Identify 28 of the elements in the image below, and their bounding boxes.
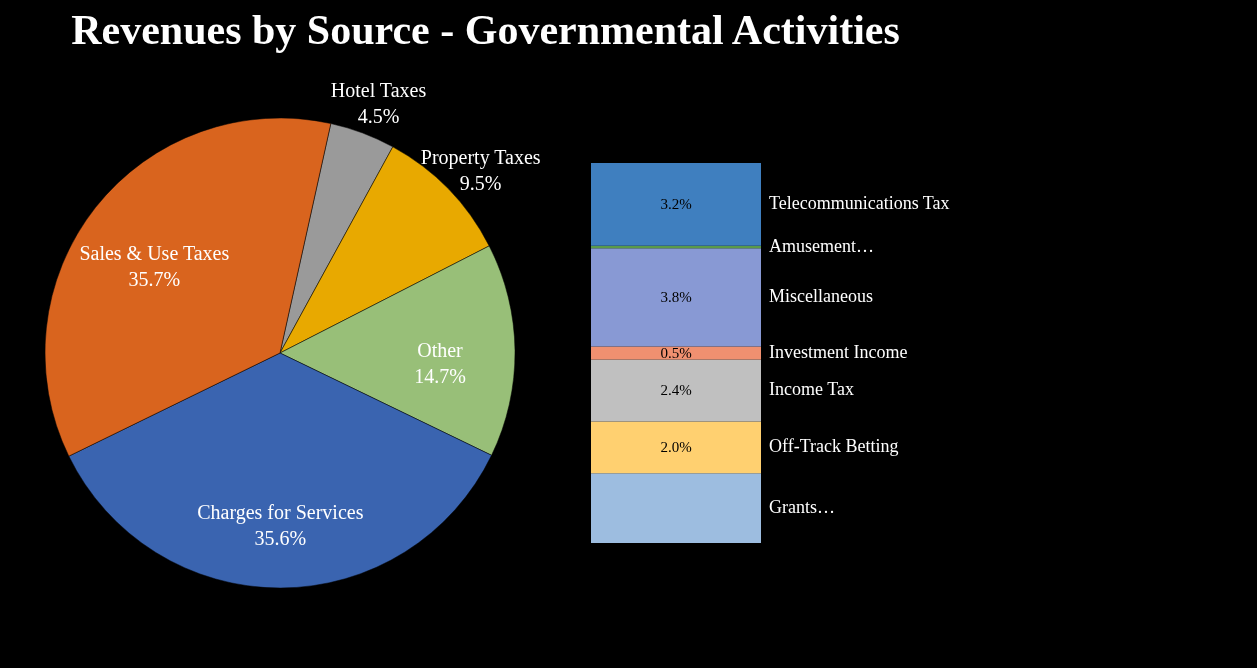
- data-label: 2.0%: [660, 439, 692, 456]
- slice-label: Sales & Use Taxes: [79, 241, 230, 264]
- series-label: Income Tax: [769, 379, 854, 400]
- series-label: Amusement…: [769, 236, 874, 257]
- bar: [591, 163, 761, 246]
- data-label: 35.6%: [254, 527, 307, 549]
- bar: [591, 248, 761, 347]
- data-label: 9.5%: [459, 171, 502, 194]
- data-label: 0.5%: [660, 345, 692, 361]
- bar: [591, 359, 761, 422]
- slice-label: Hotel Taxes: [330, 78, 427, 101]
- series-label: Telecommunications Tax: [769, 193, 950, 214]
- data-label: 3.8%: [660, 289, 692, 306]
- bar: [591, 421, 761, 474]
- series-label: Investment Income: [769, 342, 908, 362]
- slice-label: Charges for Services: [197, 501, 364, 524]
- data-label: 35.7%: [128, 267, 181, 290]
- series-label: Grants…: [769, 497, 835, 518]
- series-label: Miscellaneous: [769, 286, 873, 307]
- series-label: Off-Track Betting: [769, 436, 899, 457]
- data-label: 2.4%: [660, 382, 692, 399]
- data-label: 14.7%: [414, 365, 466, 388]
- data-label: 3.2%: [660, 196, 692, 213]
- chart-title: Revenues by Source - Governmental Activities: [71, 7, 900, 53]
- slice-label: Other: [417, 339, 464, 362]
- slice-label: Property Taxes: [420, 145, 541, 169]
- bar: [591, 473, 761, 543]
- data-label: 4.5%: [357, 104, 400, 127]
